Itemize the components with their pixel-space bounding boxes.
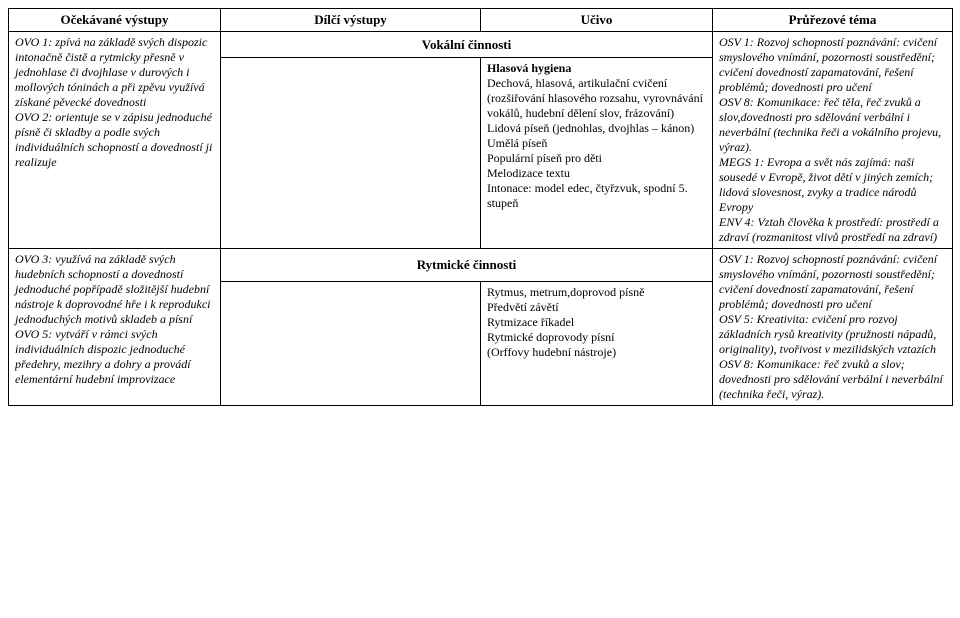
ovo1-2-text: OVO 1: zpívá na základě svých dispozic i…	[15, 35, 215, 169]
ucivo-row1-body: Dechová, hlasová, artikulační cvičení (r…	[487, 76, 706, 210]
cell-osv-row1: OSV 1: Rozvoj schopností poznávání: cvič…	[713, 32, 953, 249]
ucivo-row1-head: Hlasová hygiena	[487, 61, 571, 75]
header-subject-matter: Učivo	[481, 9, 713, 32]
header-expected-outputs: Očekávané výstupy	[9, 9, 221, 32]
cell-ucivo-row2: Rytmus, metrum,doprovod písně Předvětí z…	[481, 281, 713, 406]
table-row: OVO 3: využívá na základě svých hudebníc…	[9, 249, 953, 281]
cell-ovo1-2: OVO 1: zpívá na základě svých dispozic i…	[9, 32, 221, 249]
cell-osv-row2: OSV 1: Rozvoj schopností poznávání: cvič…	[713, 249, 953, 406]
cell-dilci-row2	[221, 281, 481, 406]
osv-row2-text: OSV 1: Rozvoj schopností poznávání: cvič…	[719, 252, 946, 401]
cell-ucivo-row1: Hlasová hygiena Dechová, hlasová, artiku…	[481, 58, 713, 249]
table-row: OVO 1: zpívá na základě svých dispozic i…	[9, 32, 953, 58]
header-partial-outputs: Dílčí výstupy	[221, 9, 481, 32]
table-header-row: Očekávané výstupy Dílčí výstupy Učivo Pr…	[9, 9, 953, 32]
cell-ovo3-5: OVO 3: využívá na základě svých hudebníc…	[9, 249, 221, 406]
ucivo-row2-text: Rytmus, metrum,doprovod písně Předvětí z…	[487, 285, 645, 359]
section-rytmicke-label: Rytmické činnosti	[417, 257, 517, 272]
header-cross-topic: Průřezové téma	[713, 9, 953, 32]
osv-row1-text: OSV 1: Rozvoj schopností poznávání: cvič…	[719, 35, 944, 244]
cell-dilci-row1	[221, 58, 481, 249]
ovo3-5-text: OVO 3: využívá na základě svých hudebníc…	[15, 252, 214, 386]
section-vokalni-label: Vokální činnosti	[422, 37, 511, 52]
section-rytmicke: Rytmické činnosti	[221, 249, 713, 281]
section-vokalni: Vokální činnosti	[221, 32, 713, 58]
curriculum-table: Očekávané výstupy Dílčí výstupy Učivo Pr…	[8, 8, 953, 406]
